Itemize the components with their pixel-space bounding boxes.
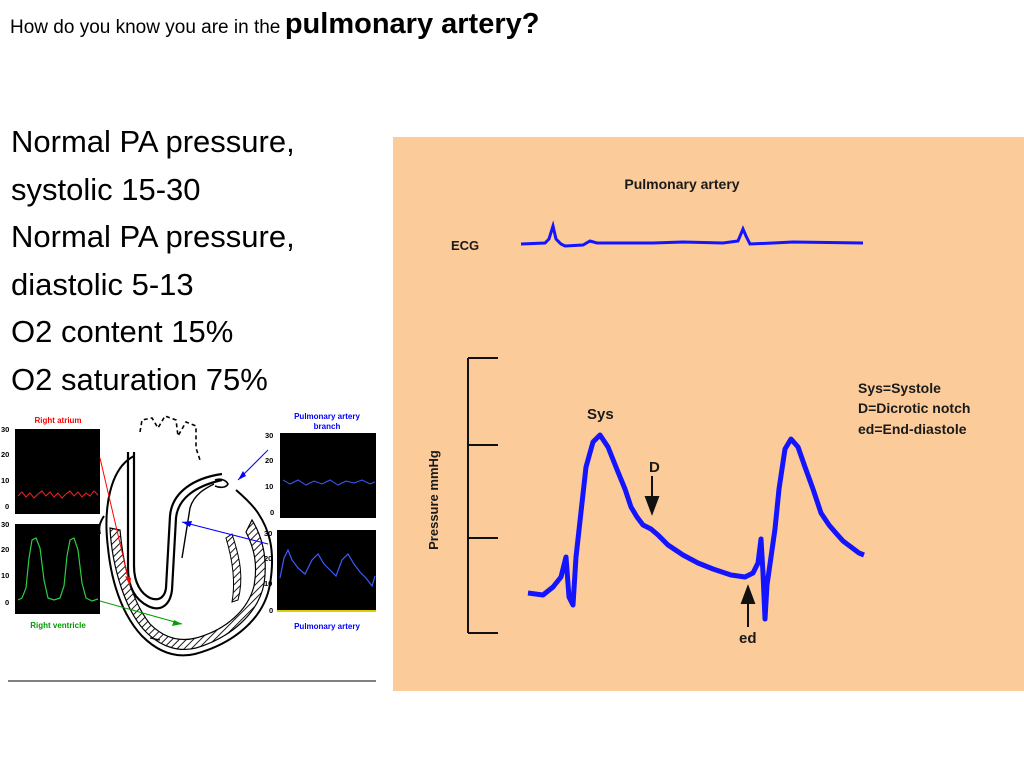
pa-branch-trace [282,479,376,486]
panel-title: Pulmonary artery [624,176,739,192]
ecg-label: ECG [451,238,479,253]
ra-tick-0: 0 [5,502,9,511]
rv-tick-20: 20 [1,545,9,554]
heart-catheter-figure: Right atrium 30 20 10 0 30 20 10 0 Right… [0,408,378,688]
right-atrium-arrowhead [125,576,131,586]
pulmonary-artery-arrowhead [182,521,192,527]
heart-figure-svg: Right atrium 30 20 10 0 30 20 10 0 Right… [1,412,376,682]
fact-line: Normal PA pressure, [11,124,295,159]
fact-line: O2 content 15% [11,314,234,349]
pa-branch-arrowhead [238,471,246,480]
end-diastole-label: ed [739,630,757,647]
right-atrium-label: Right atrium [34,416,81,425]
right-ventricle-label: Right ventricle [30,621,86,630]
pab-tick-30: 30 [265,431,273,440]
fact-line: systolic 15-30 [11,171,201,207]
pab-tick-10: 10 [265,482,273,491]
dicrotic-arrow [644,476,660,516]
pressure-trace [527,432,865,622]
pab-tick-0: 0 [270,508,274,517]
pulmonary-artery-pointer [181,521,269,545]
ra-tick-10: 10 [1,476,9,485]
pa-branch-label-line2: branch [314,422,341,431]
heart-illustration [98,415,274,657]
legend-systole: Sys=Systole [858,380,941,396]
sys-label: Sys [587,406,614,423]
legend-end-diastole: ed=End-diastole [858,421,967,437]
pa-facts-list: Normal PA pressure, systolic 15-30 Norma… [11,118,295,403]
pa-waveform-svg: Pulmonary artery ECG Pressure mmHg Sys D… [426,176,970,647]
pa-tick-20: 20 [264,554,272,563]
title-lead: How do you know you are in the [10,17,281,38]
pa-waveform-panel: Pulmonary artery ECG Pressure mmHg Sys D… [393,137,1024,691]
ra-tick-30: 30 [1,425,9,434]
rv-tick-30: 30 [1,520,9,529]
fact-line: O2 saturation 75% [11,361,268,397]
legend-dicrotic-notch: D=Dicrotic notch [858,400,970,416]
dicrotic-notch-label: D [649,459,660,476]
rv-tick-0: 0 [5,598,9,607]
end-diastole-arrow [740,584,756,627]
pa-tick-0: 0 [269,606,273,615]
pa-tick-10: 10 [264,579,272,588]
pab-tick-20: 20 [265,456,273,465]
right-ventricle-pointer [99,600,183,625]
pulmonary-artery-label: Pulmonary artery [294,622,360,631]
slide-title: How do you know you are in the pulmonary… [10,8,539,41]
ecg-trace [520,220,864,248]
fact-line: Normal PA pressure, [11,219,295,254]
ra-tick-20: 20 [1,450,9,459]
title-emphasis: pulmonary artery? [284,8,540,40]
pa-tick-30: 30 [264,529,272,538]
rv-tick-10: 10 [1,571,9,580]
right-atrium-screen [15,429,100,514]
pa-branch-label-line1: Pulmonary artery [294,412,360,421]
pulmonary-artery-screen [277,530,376,612]
right-atrium-trace [17,490,99,499]
fact-line: diastolic 5-13 [11,266,194,302]
right-ventricle-arrowhead [172,620,182,626]
right-ventricle-trace [17,537,99,602]
pulmonary-artery-trace [279,548,376,588]
pressure-axis [467,357,498,634]
y-axis-label: Pressure mmHg [426,450,441,550]
right-atrium-pointer [99,457,131,587]
pa-branch-screen [280,433,376,518]
